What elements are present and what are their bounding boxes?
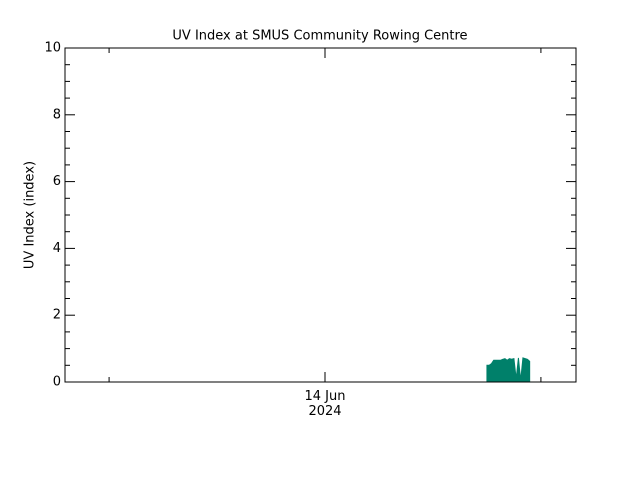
y-tick-label: 0	[53, 375, 61, 390]
y-tick-label: 10	[44, 41, 61, 56]
x-tick-label: 14 Jun 2024	[304, 389, 346, 419]
y-tick-label: 2	[53, 308, 61, 323]
uv-area	[486, 357, 531, 383]
y-tick-label: 8	[53, 107, 61, 122]
y-tick-label: 4	[53, 241, 61, 256]
y-tick-label: 6	[53, 174, 61, 189]
chart-title: UV Index at SMUS Community Rowing Centre	[172, 29, 467, 44]
y-axis-label: UV Index (index)	[23, 161, 38, 269]
